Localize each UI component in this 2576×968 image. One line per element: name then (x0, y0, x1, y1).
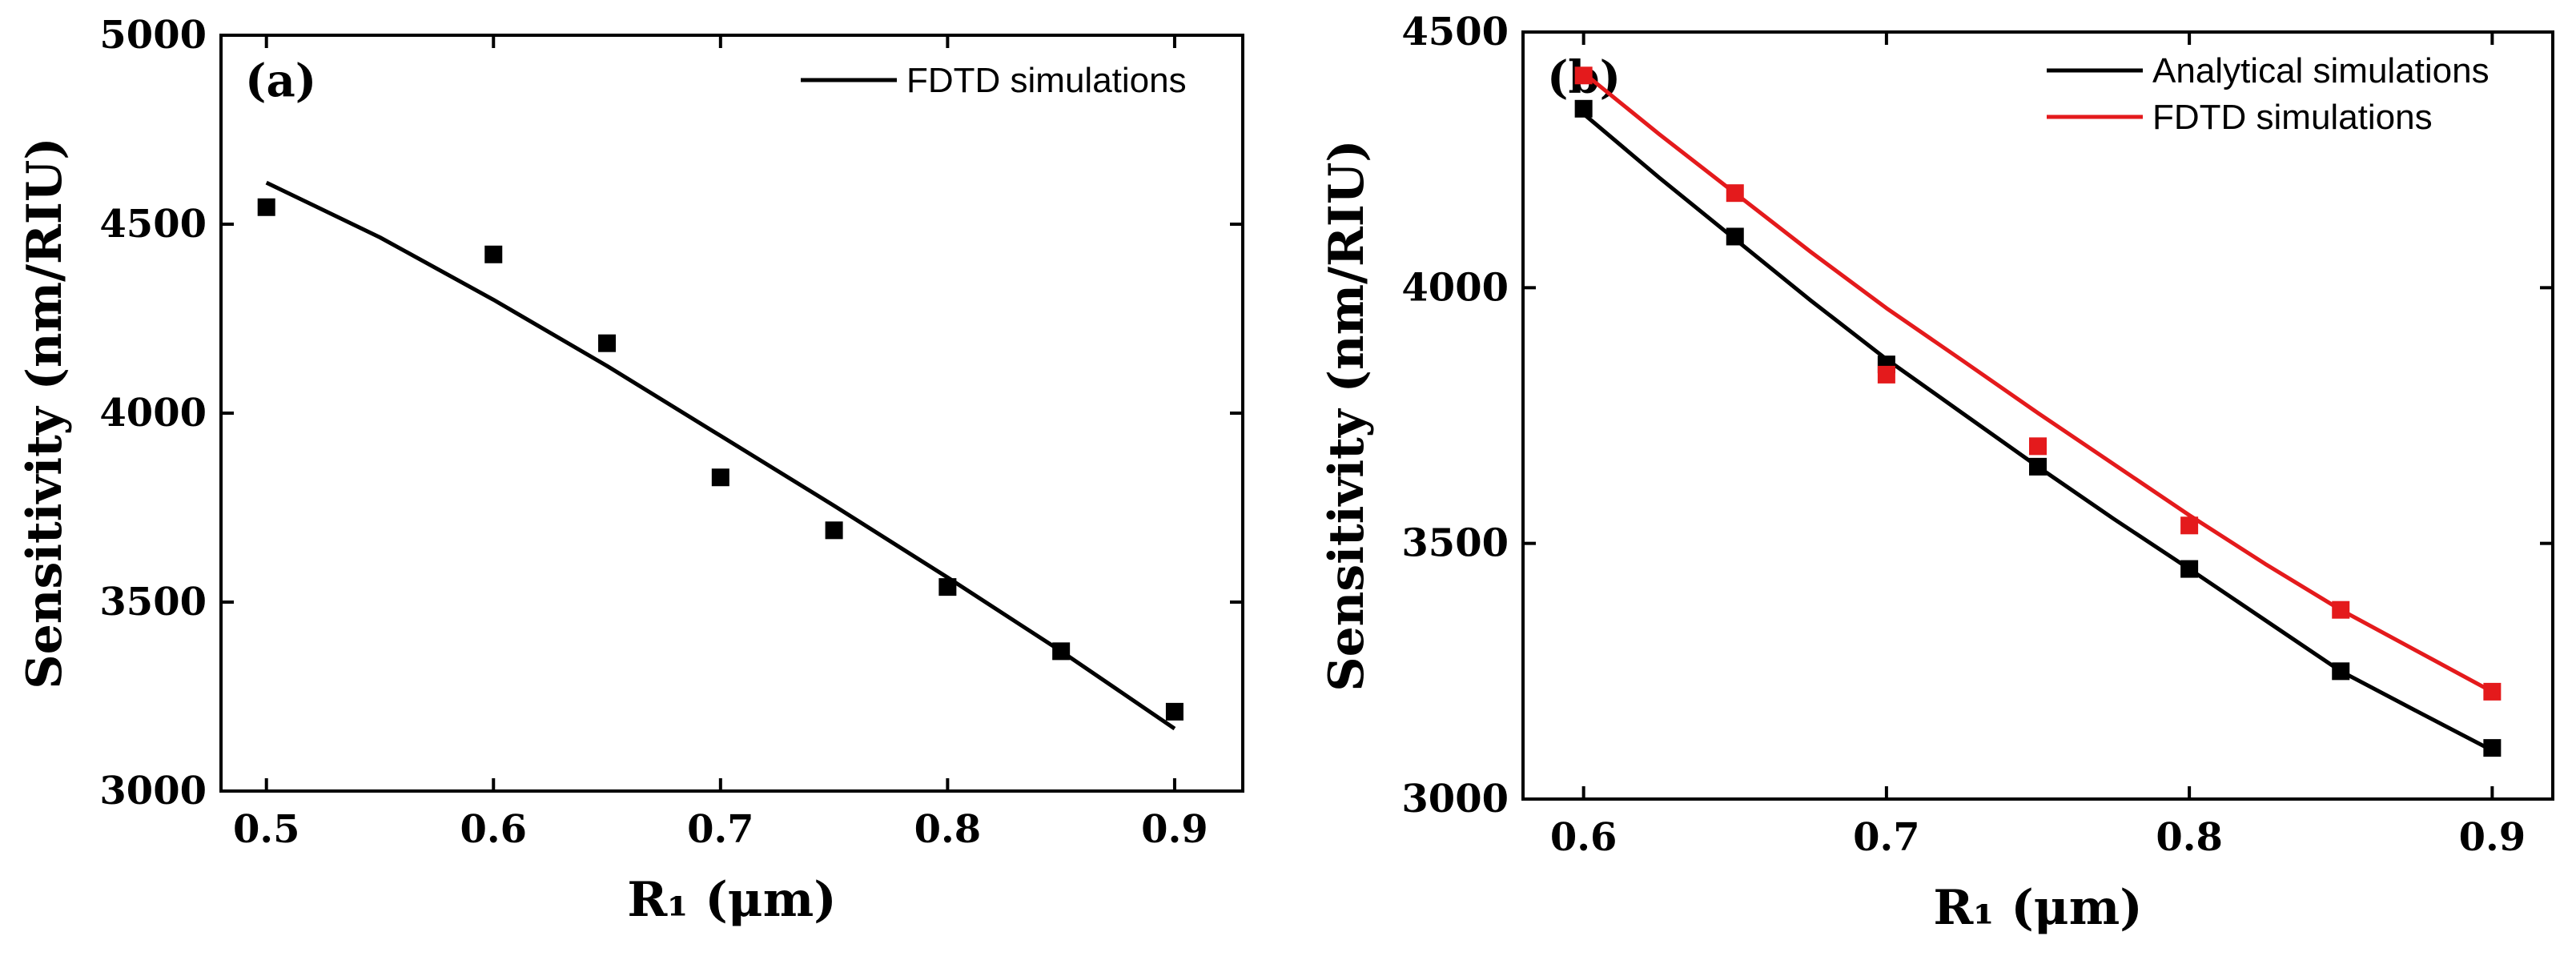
data-point (257, 198, 275, 216)
x-tick-label: 0.5 (233, 807, 300, 852)
data-point (2483, 682, 2502, 701)
y-tick-label: 3500 (99, 580, 207, 625)
legend-label: FDTD simulations (2152, 98, 2433, 137)
data-point (1165, 702, 1184, 721)
y-tick-label: 4500 (99, 202, 207, 247)
y-tick-label: 3500 (1401, 521, 1509, 566)
x-axis-title: R₁ (μm) (1933, 880, 2142, 936)
x-tick-label: 0.8 (2156, 815, 2223, 860)
data-point (598, 334, 617, 352)
y-axis-title: Sensitivity (nm/RIU) (1319, 139, 1375, 691)
y-tick-label: 4000 (99, 391, 207, 436)
legend-label: FDTD simulations (906, 61, 1187, 100)
data-point (1574, 66, 1593, 85)
data-point (2332, 662, 2350, 681)
x-axis-title: R₁ (μm) (627, 872, 836, 928)
data-point (1877, 365, 1895, 384)
data-point (484, 245, 503, 263)
x-tick-label: 0.7 (1853, 815, 1920, 860)
y-axis-title: Sensitivity (nm/RIU) (17, 137, 73, 689)
x-tick-label: 0.9 (2459, 815, 2526, 860)
data-point (825, 521, 843, 540)
y-tick-label: 4000 (1401, 265, 1509, 310)
data-point (1052, 642, 1071, 661)
x-tick-label: 0.6 (1550, 815, 1618, 860)
y-tick-label: 4500 (1401, 10, 1509, 54)
panel-label: (a) (245, 54, 316, 107)
data-point (2029, 437, 2047, 456)
data-point (2483, 739, 2502, 757)
y-tick-label: 5000 (99, 13, 207, 58)
y-tick-label: 3000 (99, 769, 207, 813)
x-tick-label: 0.7 (687, 807, 754, 852)
x-tick-label: 0.6 (460, 807, 528, 852)
series-line (265, 180, 1176, 731)
series-line (1582, 71, 2494, 694)
plot-frame (1521, 30, 2554, 801)
data-point (2332, 600, 2350, 619)
data-point (2180, 560, 2199, 578)
chart-panel-b: 0.6 0.7 0.8 0.9 3000 3500 4000 4500 R₁ (μm) Sensi… (1319, 10, 2554, 936)
data-point (2029, 457, 2047, 476)
data-point (938, 578, 957, 596)
x-tick-label: 0.8 (914, 807, 982, 852)
data-point (1726, 227, 1744, 246)
series-line (1581, 112, 2494, 753)
x-tick-label: 0.9 (1141, 807, 1208, 852)
y-tick-label: 3000 (1401, 777, 1509, 821)
chart-panel-a: 0.5 0.6 0.7 0.8 0.9 3000 3500 4000 4500 5000 R₁ (μ… (17, 13, 1244, 928)
legend-label: Analytical simulations (2152, 51, 2490, 90)
plot-frame (219, 34, 1244, 793)
data-point (1726, 184, 1744, 203)
data-point (2180, 516, 2199, 535)
data-point (711, 468, 729, 487)
data-point (1574, 99, 1593, 118)
